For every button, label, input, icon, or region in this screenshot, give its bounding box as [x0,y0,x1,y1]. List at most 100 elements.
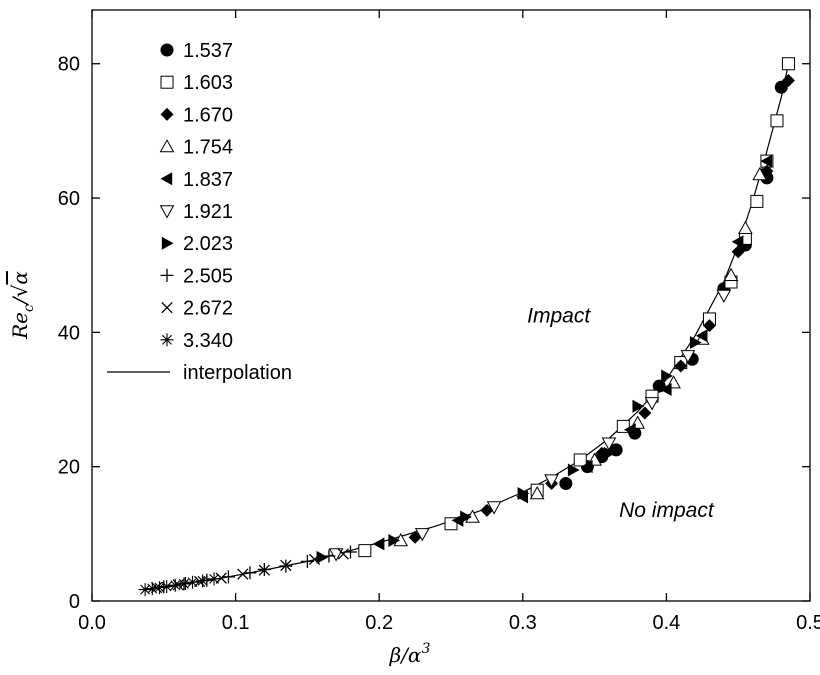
y-tick-label: 20 [58,457,80,479]
data-point [760,154,773,168]
data-point [388,534,401,548]
data-point [695,329,708,343]
x-tick-label: 0.2 [365,612,393,634]
data-point [414,528,430,542]
data-point [750,194,764,208]
data-point [702,319,716,333]
data-point [661,369,673,383]
y-tick-label: 60 [58,188,80,210]
legend-marker [159,139,175,153]
data-point [624,423,636,437]
y-axis-ticks: 0 20 40 60 80 [58,54,810,613]
plot-frame [91,9,811,602]
data-point [680,350,696,364]
data-point [573,453,587,467]
y-axis-title-subscript: c [21,304,37,312]
data-point [322,549,336,563]
data-point [160,580,174,594]
data-point [460,510,472,524]
legend-marker [160,172,173,186]
legend-marker [159,205,175,219]
annotation-label: No impact [619,499,715,522]
data-point [186,575,200,589]
x-axis-title: β/α3 [389,641,431,667]
data-point [723,267,739,281]
data-point [280,559,292,572]
x-tick-label: 0.4 [652,612,680,634]
legend-label: 1.670 [183,104,233,126]
data-point [486,501,502,515]
legend-label: 1.837 [183,169,233,191]
y-tick-label: 80 [58,54,80,76]
legend-label: interpolation [183,362,292,384]
data-markers [138,57,795,597]
data-point [644,397,660,411]
legend-marker [160,43,174,57]
data-point [221,570,235,584]
data-point [567,463,580,477]
data-point [781,74,795,88]
y-axis-title-root: √ [8,284,32,297]
data-point [316,550,329,564]
x-axis-title-superscript: 3 [421,641,430,657]
data-point [632,399,645,413]
series-1-921 [328,289,732,562]
data-point [659,382,672,396]
legend-marker [160,107,174,121]
series-2-505 [157,545,357,594]
series-1-837 [372,154,773,551]
data-point [372,537,385,551]
data-point [731,245,745,259]
legend-label: 1.603 [183,72,233,94]
data-point [517,487,530,501]
legend-label: 1.921 [183,201,233,223]
data-point [145,582,159,596]
data-point [529,486,545,500]
data-point [738,220,753,234]
annotation-label: Impact [527,304,591,327]
data-point [237,568,249,580]
y-tick-label: 0 [69,591,80,613]
legend-label: 3.340 [183,330,233,352]
data-point [177,577,191,591]
legend-label: 2.672 [183,298,233,320]
data-point [138,583,152,597]
data-point [638,406,652,420]
legend-marker [160,333,174,347]
data-point [258,564,270,576]
data-point [580,460,593,474]
data-point [544,474,559,488]
legend-label: 2.023 [183,233,233,255]
data-point [152,581,166,595]
data-point [337,548,349,560]
x-tick-label: 0.1 [222,612,250,634]
y-tick-label: 40 [58,322,80,344]
data-point [689,335,702,349]
y-axis-title-slash: / [8,295,32,306]
data-point [328,548,344,562]
data-point [243,566,257,580]
data-point [601,437,617,451]
annotations: Impact No impact [527,304,715,522]
legend-label: 1.537 [183,40,233,62]
data-point [774,80,788,94]
x-tick-label: 0.5 [796,612,820,634]
legend-label: 2.505 [183,265,233,287]
data-point [196,574,210,588]
series-1-670 [408,74,795,544]
x-axis-ticks: 0.0 0.1 0.2 0.3 0.4 0.5 [78,10,820,634]
data-point [603,446,616,460]
data-point [716,289,732,303]
data-point [168,578,182,592]
legend-marker [160,75,174,89]
data-point [731,235,744,249]
x-tick-label: 0.3 [509,612,537,634]
legend: 1.537 1.603 1.670 1.754 1.837 1.921 2.023 2.505… [107,40,292,384]
legend-marker [161,236,174,250]
legend-marker [160,268,174,282]
data-point [770,114,784,128]
x-tick-label: 0.0 [78,612,106,634]
y-axis-title-radicand: α [8,271,32,285]
data-point [207,572,221,586]
